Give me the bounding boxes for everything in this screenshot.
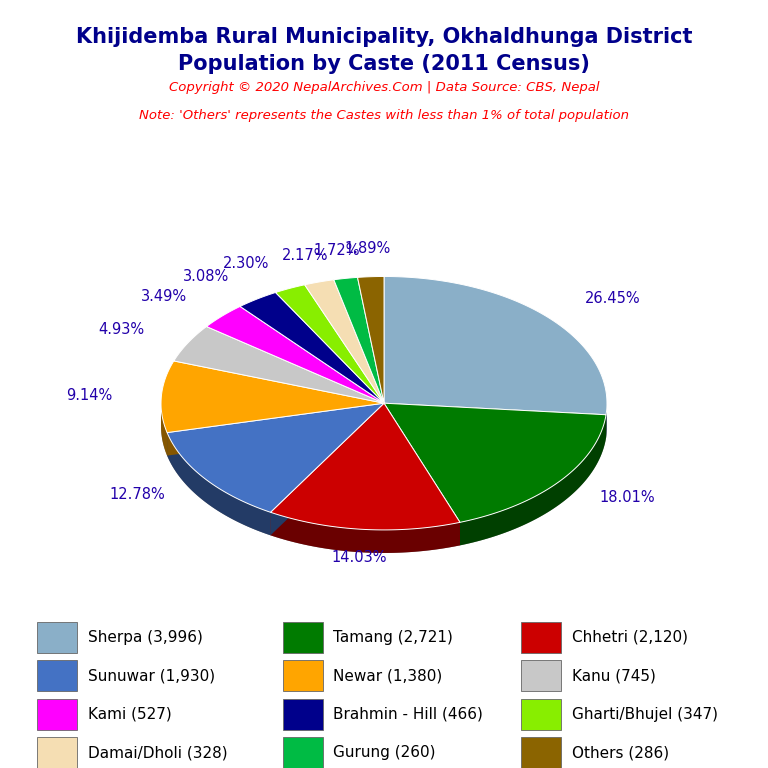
Text: Damai/Dholi (328): Damai/Dholi (328) bbox=[88, 745, 227, 760]
FancyBboxPatch shape bbox=[521, 622, 561, 653]
Text: 12.78%: 12.78% bbox=[109, 488, 165, 502]
Text: 3.49%: 3.49% bbox=[141, 290, 187, 304]
Text: Copyright © 2020 NepalArchives.Com | Data Source: CBS, Nepal: Copyright © 2020 NepalArchives.Com | Dat… bbox=[169, 81, 599, 94]
Polygon shape bbox=[606, 404, 607, 438]
Text: Kanu (745): Kanu (745) bbox=[571, 668, 656, 684]
Polygon shape bbox=[270, 403, 460, 530]
Polygon shape bbox=[270, 403, 384, 535]
Text: Chhetri (2,120): Chhetri (2,120) bbox=[571, 630, 687, 645]
Polygon shape bbox=[384, 403, 460, 545]
Text: Newar (1,380): Newar (1,380) bbox=[333, 668, 442, 684]
Text: Khijidemba Rural Municipality, Okhaldhunga District: Khijidemba Rural Municipality, Okhaldhun… bbox=[76, 27, 692, 47]
Polygon shape bbox=[207, 306, 384, 403]
Text: Kami (527): Kami (527) bbox=[88, 707, 172, 722]
Text: Brahmin - Hill (466): Brahmin - Hill (466) bbox=[333, 707, 483, 722]
FancyBboxPatch shape bbox=[283, 699, 323, 730]
Text: 26.45%: 26.45% bbox=[585, 292, 641, 306]
Polygon shape bbox=[384, 403, 606, 522]
Text: 1.89%: 1.89% bbox=[345, 241, 391, 257]
Text: Tamang (2,721): Tamang (2,721) bbox=[333, 630, 453, 645]
Polygon shape bbox=[334, 277, 384, 403]
Polygon shape bbox=[161, 426, 607, 553]
Text: 9.14%: 9.14% bbox=[66, 388, 112, 402]
Polygon shape bbox=[384, 403, 607, 427]
Text: Gharti/Bhujel (347): Gharti/Bhujel (347) bbox=[571, 707, 718, 722]
Text: 14.03%: 14.03% bbox=[331, 550, 386, 564]
Polygon shape bbox=[167, 403, 384, 455]
Polygon shape bbox=[305, 280, 384, 403]
Polygon shape bbox=[384, 403, 606, 438]
FancyBboxPatch shape bbox=[283, 660, 323, 691]
FancyBboxPatch shape bbox=[283, 737, 323, 768]
Text: 3.08%: 3.08% bbox=[183, 269, 230, 283]
FancyBboxPatch shape bbox=[283, 622, 323, 653]
Text: Note: 'Others' represents the Castes with less than 1% of total population: Note: 'Others' represents the Castes wit… bbox=[139, 109, 629, 122]
FancyBboxPatch shape bbox=[521, 660, 561, 691]
Polygon shape bbox=[270, 403, 384, 535]
Text: 2.30%: 2.30% bbox=[223, 256, 270, 270]
Polygon shape bbox=[270, 512, 460, 553]
Polygon shape bbox=[167, 432, 270, 535]
Polygon shape bbox=[161, 403, 167, 455]
Polygon shape bbox=[161, 361, 384, 432]
FancyBboxPatch shape bbox=[38, 737, 77, 768]
Text: Others (286): Others (286) bbox=[571, 745, 669, 760]
Text: Sherpa (3,996): Sherpa (3,996) bbox=[88, 630, 203, 645]
Polygon shape bbox=[240, 293, 384, 403]
Polygon shape bbox=[384, 276, 607, 415]
Text: Gurung (260): Gurung (260) bbox=[333, 745, 436, 760]
FancyBboxPatch shape bbox=[38, 699, 77, 730]
Text: 2.17%: 2.17% bbox=[282, 248, 328, 263]
Text: 4.93%: 4.93% bbox=[98, 323, 144, 337]
Polygon shape bbox=[161, 403, 384, 426]
Polygon shape bbox=[460, 415, 606, 545]
Polygon shape bbox=[167, 403, 384, 512]
Text: 1.72%: 1.72% bbox=[314, 243, 360, 258]
FancyBboxPatch shape bbox=[38, 660, 77, 691]
Polygon shape bbox=[358, 276, 384, 403]
Polygon shape bbox=[167, 403, 384, 455]
Polygon shape bbox=[174, 326, 384, 403]
Text: Sunuwar (1,930): Sunuwar (1,930) bbox=[88, 668, 215, 684]
Polygon shape bbox=[384, 403, 606, 438]
FancyBboxPatch shape bbox=[521, 737, 561, 768]
Polygon shape bbox=[276, 285, 384, 403]
Text: 18.01%: 18.01% bbox=[599, 490, 655, 505]
Polygon shape bbox=[384, 403, 460, 545]
Text: Population by Caste (2011 Census): Population by Caste (2011 Census) bbox=[178, 54, 590, 74]
FancyBboxPatch shape bbox=[38, 622, 77, 653]
FancyBboxPatch shape bbox=[521, 699, 561, 730]
